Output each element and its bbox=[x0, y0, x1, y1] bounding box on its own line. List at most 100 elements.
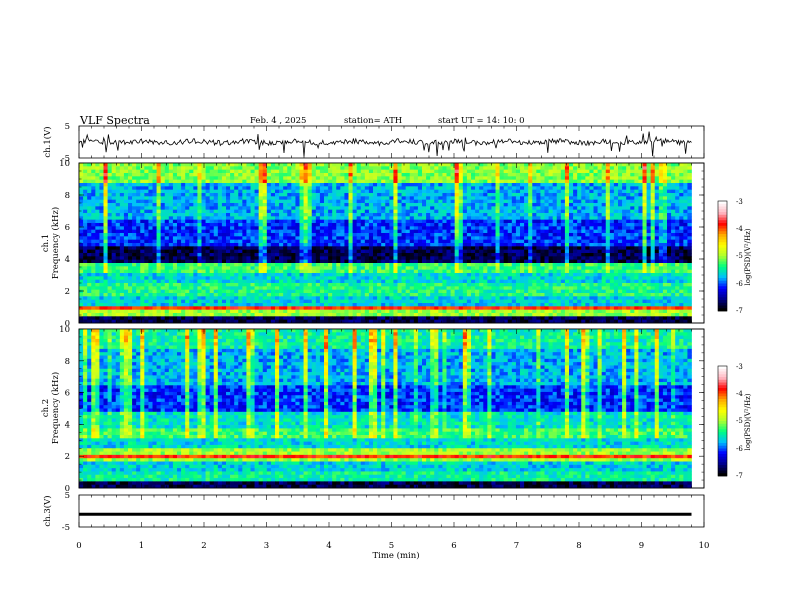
spectrogram-cell bbox=[626, 166, 631, 171]
spectrogram-cell bbox=[532, 189, 537, 194]
spectrogram-cell bbox=[83, 213, 88, 217]
spectrogram-cell bbox=[95, 249, 100, 254]
spectrogram-cell bbox=[319, 229, 325, 234]
spectrogram-cell bbox=[234, 189, 239, 194]
spectrogram-cell bbox=[683, 266, 688, 271]
spectrogram-cell bbox=[197, 199, 202, 204]
spectrogram-cell bbox=[91, 236, 96, 241]
spectrogram-cell bbox=[250, 233, 255, 237]
spectrogram-cell bbox=[254, 233, 260, 237]
spectrogram-cell bbox=[487, 186, 492, 191]
spectrogram-cell bbox=[569, 233, 574, 237]
spectrogram-cell bbox=[287, 186, 292, 191]
spectrogram-cell bbox=[471, 176, 476, 181]
spectrogram-cell bbox=[654, 169, 660, 174]
spectrogram-cell bbox=[340, 186, 345, 191]
spectrogram-cell bbox=[152, 189, 157, 194]
spectrogram-cell bbox=[430, 236, 435, 241]
spectrogram-cell bbox=[242, 183, 247, 187]
spectrogram-cell bbox=[230, 223, 235, 227]
spectrogram-cell bbox=[532, 216, 537, 221]
spectrogram-cell bbox=[540, 239, 545, 244]
spectrogram-cell bbox=[548, 213, 554, 217]
spectrogram-cell bbox=[413, 169, 419, 174]
spectrogram-cell bbox=[164, 236, 170, 241]
spectrogram-cell bbox=[471, 186, 476, 191]
spectrogram-cell bbox=[654, 266, 660, 271]
spectrogram-cell bbox=[613, 189, 619, 194]
spectrogram-cell bbox=[319, 209, 325, 214]
spectrogram-cell bbox=[283, 193, 288, 197]
spectrogram-cell bbox=[593, 203, 598, 207]
spectrogram-cell bbox=[618, 243, 623, 247]
spectrogram-cell bbox=[405, 253, 411, 257]
spectrogram-cell bbox=[679, 206, 684, 211]
spectrogram-cell bbox=[503, 266, 509, 271]
spectrogram-cell bbox=[213, 196, 219, 201]
spectrogram-cell bbox=[466, 259, 472, 264]
spectrogram-cell bbox=[426, 263, 431, 267]
spectrogram-cell bbox=[226, 196, 231, 201]
spectrogram-cell bbox=[262, 243, 268, 247]
spectrogram-cell bbox=[205, 193, 211, 197]
spectrogram-cell bbox=[417, 216, 423, 221]
spectrogram-cell bbox=[479, 173, 484, 177]
spectrogram-cell bbox=[646, 239, 652, 244]
spectrogram-cell bbox=[446, 213, 451, 217]
spectrogram-cell bbox=[430, 196, 435, 201]
spectrogram-cell bbox=[438, 256, 443, 261]
spectrogram-cell bbox=[434, 206, 439, 211]
spectrogram-cell bbox=[626, 193, 631, 197]
spectrogram-cell bbox=[634, 189, 639, 194]
spectrogram-cell bbox=[393, 253, 398, 257]
spectrogram-cell bbox=[385, 186, 390, 191]
spectrogram-cell bbox=[438, 183, 443, 187]
spectrogram-cell bbox=[144, 236, 149, 241]
spectrogram-cell bbox=[242, 236, 247, 241]
spectrogram-cell bbox=[564, 216, 570, 221]
spectrogram-cell bbox=[185, 246, 190, 251]
spectrogram-cell bbox=[87, 236, 92, 241]
spectrogram-cell bbox=[507, 169, 513, 174]
spectrogram-cell bbox=[144, 263, 149, 267]
spectrogram-cell bbox=[238, 213, 243, 217]
spectrogram-cell bbox=[168, 263, 174, 267]
spectrogram-cell bbox=[164, 223, 170, 227]
spectrogram-cell bbox=[503, 166, 509, 171]
spectrogram-cell bbox=[564, 179, 570, 184]
spectrogram-cell bbox=[250, 166, 255, 171]
spectrogram-cell bbox=[148, 213, 153, 217]
spectrogram-cell bbox=[128, 163, 133, 167]
spectrogram-cell bbox=[434, 199, 439, 204]
spectrogram-cell bbox=[246, 216, 251, 221]
spectrogram-cell bbox=[128, 213, 133, 217]
spectrogram-cell bbox=[405, 176, 411, 181]
spectrogram-cell bbox=[213, 253, 219, 257]
spectrogram-cell bbox=[654, 236, 660, 241]
spectrogram-cell bbox=[626, 259, 631, 264]
spectrogram-cell bbox=[650, 196, 656, 201]
spectrogram-cell bbox=[475, 183, 480, 187]
spectrogram-cell bbox=[364, 269, 370, 274]
spectrogram-cell bbox=[185, 179, 190, 184]
spectrogram-cell bbox=[132, 166, 137, 171]
spectrogram-cell bbox=[307, 239, 313, 244]
spectrogram-cell bbox=[275, 183, 280, 187]
spectrogram-cell bbox=[246, 206, 251, 211]
spectrogram-cell bbox=[385, 229, 390, 234]
spectrogram-cell bbox=[393, 256, 398, 261]
spectrogram-cell bbox=[454, 166, 460, 171]
spectrogram-cell bbox=[336, 266, 341, 271]
spectrogram-cell bbox=[140, 219, 145, 224]
spectrogram-cell bbox=[654, 209, 660, 214]
spectrogram-cell bbox=[569, 263, 574, 267]
spectrogram-cell bbox=[528, 256, 533, 261]
spectrogram-cell bbox=[536, 183, 541, 187]
spectrogram-cell bbox=[177, 269, 182, 274]
spectrogram-cell bbox=[87, 163, 92, 167]
spectrogram-cell bbox=[458, 249, 464, 254]
spectrogram-cell bbox=[483, 226, 488, 231]
spectrogram-cell bbox=[348, 169, 353, 174]
spectrogram-cell bbox=[217, 243, 223, 247]
spectrogram-cell bbox=[115, 196, 121, 201]
